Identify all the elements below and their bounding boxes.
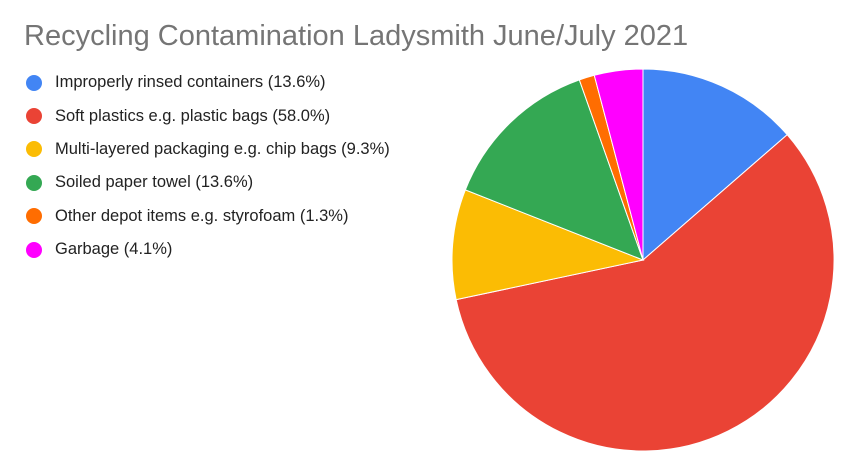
legend-label: Other depot items e.g. styrofoam (1.3%) <box>55 206 349 225</box>
pie-slice <box>593 68 644 261</box>
legend-swatch <box>26 141 42 158</box>
legend-label: Improperly rinsed containers (13.6%) <box>55 73 326 92</box>
legend-swatch <box>26 208 42 225</box>
legend-swatch <box>26 174 42 191</box>
legend-item: Other depot items e.g. styrofoam (1.3%) <box>26 200 390 233</box>
legend-label: Garbage (4.1%) <box>55 240 173 259</box>
pie-slice <box>455 134 835 452</box>
legend-swatch <box>26 108 42 125</box>
legend-swatch <box>26 241 42 258</box>
legend-swatch <box>26 74 42 91</box>
legend-label: Soiled paper towel (13.6%) <box>55 173 254 192</box>
legend-label: Multi-layered packaging e.g. chip bags (… <box>55 139 390 158</box>
legend-item: Improperly rinsed containers (13.6%) <box>26 66 390 99</box>
pie-slice <box>642 68 788 262</box>
pie-slice <box>451 189 645 301</box>
legend-label: Soft plastics e.g. plastic bags (58.0%) <box>55 106 331 125</box>
legend: Improperly rinsed containers (13.6%) Sof… <box>26 66 390 266</box>
legend-item: Soiled paper towel (13.6%) <box>26 166 390 199</box>
pie-slice <box>464 79 644 261</box>
legend-item: Soft plastics e.g. plastic bags (58.0%) <box>26 99 390 132</box>
chart-title: Recycling Contamination Ladysmith June/J… <box>24 20 689 52</box>
legend-item: Garbage (4.1%) <box>26 233 390 266</box>
legend-item: Multi-layered packaging e.g. chip bags (… <box>26 133 390 166</box>
